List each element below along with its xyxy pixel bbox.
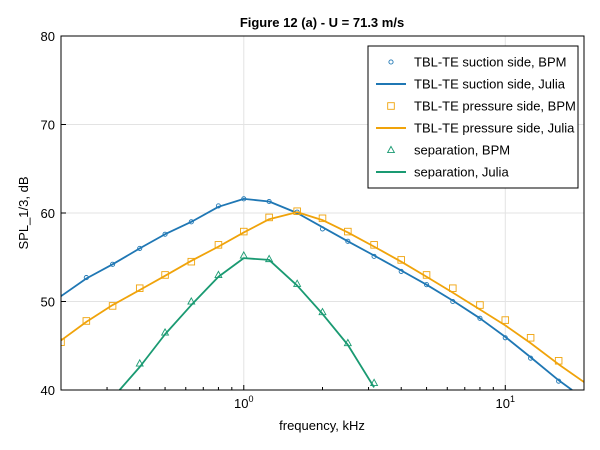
data-point [293,207,301,215]
legend-label: TBL-TE suction side, BPM [414,55,566,70]
data-point [424,282,430,288]
series-3 [61,211,584,383]
series-line [61,197,573,390]
legend-item: TBL-TE pressure side, Julia [376,121,575,136]
legend-swatch-marker [387,102,395,110]
legend-label: separation, Julia [414,165,509,180]
y-tick-label: 70 [41,118,55,133]
legend-item: separation, BPM [386,143,510,158]
data-point [476,301,484,309]
data-point [108,302,117,310]
y-tick-label: 50 [41,295,55,310]
y-axis-label: SPL_1/3, dB [16,177,31,250]
legend-swatch-marker [388,59,394,65]
ticks: 40 50 60 70 80 100 101 [41,29,515,411]
data-point [110,261,116,267]
legend-label: TBL-TE pressure side, BPM [414,99,576,114]
data-point [345,238,351,244]
series-2 [61,207,563,365]
legend: TBL-TE suction side, BPM TBL-TE suction s… [367,45,579,189]
data-point [477,315,483,321]
legend-item: TBL-TE suction side, Julia [376,77,566,92]
legend-item: separation, Julia [376,165,509,180]
data-point [137,245,143,251]
x-tick-label: 100 [234,394,253,411]
x-tick-label: 101 [496,394,515,411]
chart-title: Figure 12 (a) - U = 71.3 m/s [240,15,404,30]
data-point [369,378,379,386]
series-line [61,211,584,383]
data-point [82,317,91,325]
y-tick-label: 40 [41,383,55,398]
legend-label: separation, BPM [414,143,510,158]
legend-label: TBL-TE suction side, Julia [414,77,566,92]
legend-item: TBL-TE suction side, BPM [388,55,566,70]
series-line [118,257,375,390]
legend-item: TBL-TE pressure side, BPM [387,99,576,114]
y-tick-label: 60 [41,206,55,221]
data-point [264,254,274,263]
data-point [526,334,535,342]
legend-label: TBL-TE pressure side, Julia [414,121,575,136]
series-1 [61,197,573,390]
data-point [501,316,510,324]
y-tick-label: 80 [41,29,55,44]
series-layer [61,196,584,390]
legend-box [367,45,579,189]
data-point [265,213,273,222]
series-5 [118,257,375,390]
data-point [449,284,457,292]
legend-swatch-marker [386,145,396,154]
x-axis-label: frequency, kHz [279,418,365,433]
